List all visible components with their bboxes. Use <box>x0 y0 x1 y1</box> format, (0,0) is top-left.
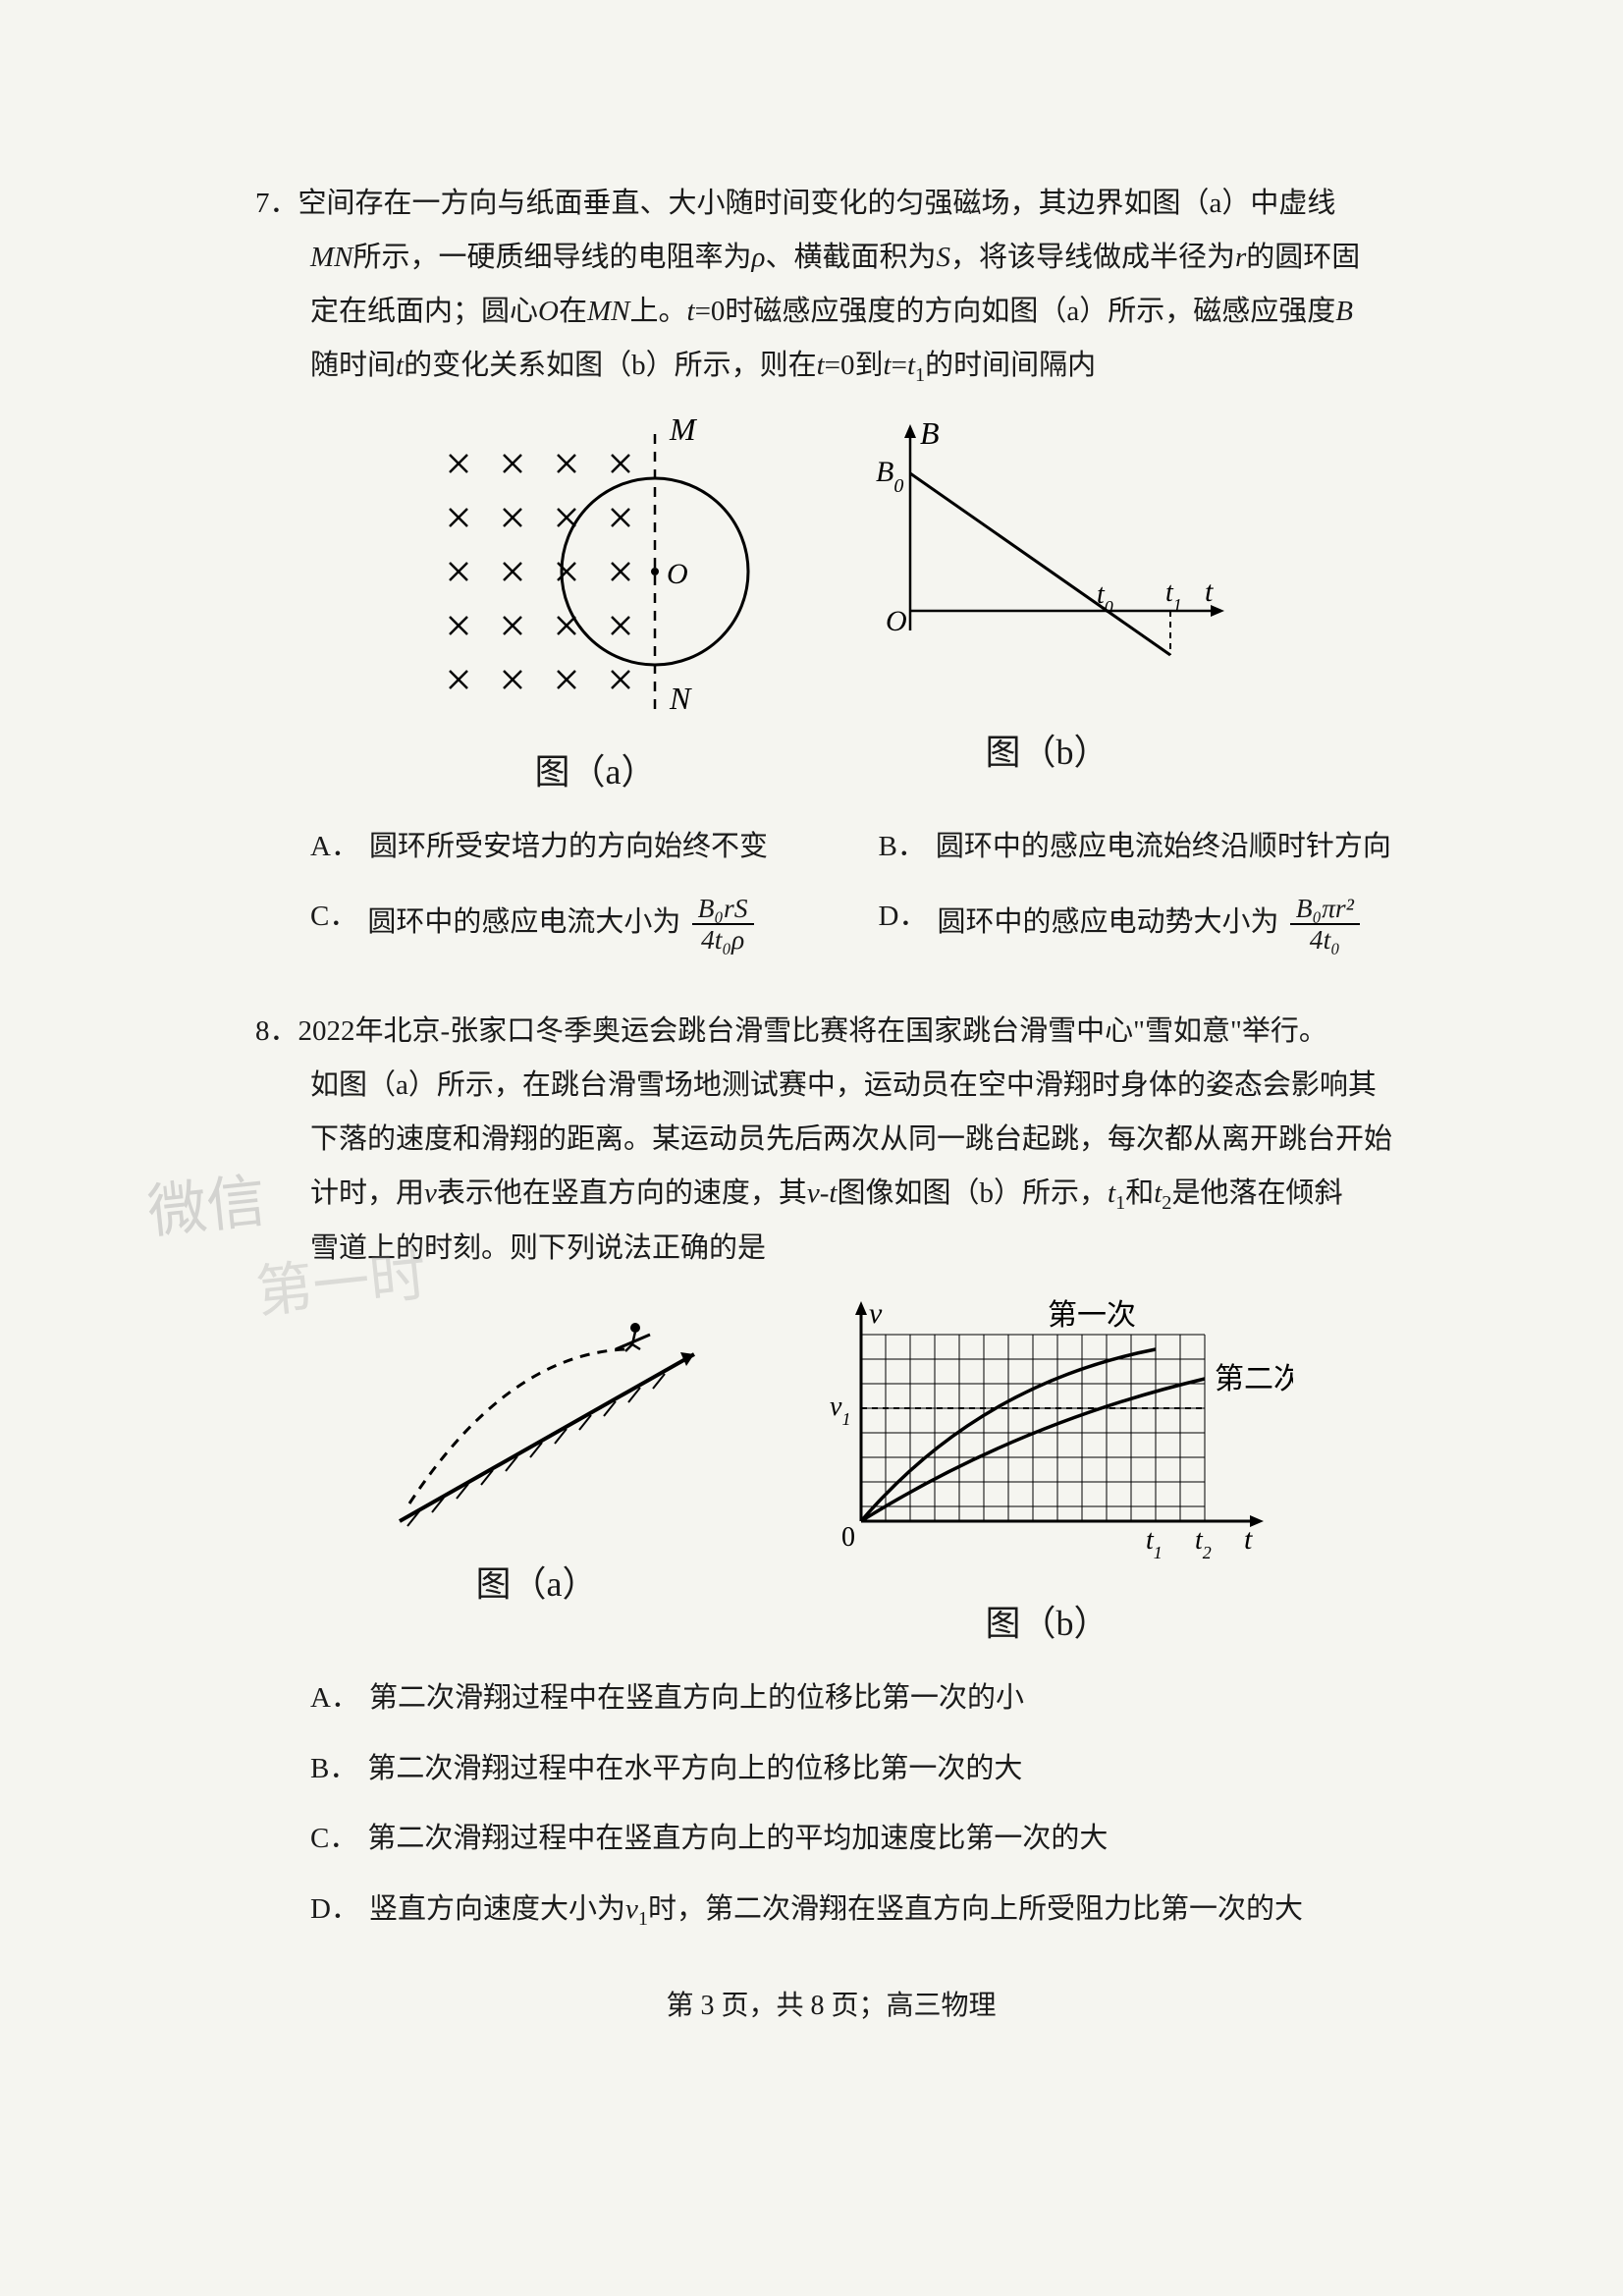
q8-option-b: B．第二次滑翔过程中在水平方向上的位移比第一次的大 <box>310 1746 1407 1791</box>
q8-fig-b-svg: v v1 0 t1 t2 t 第一次 第二次 <box>802 1295 1293 1580</box>
q8-options: A．第二次滑翔过程中在竖直方向上的位移比第一次的小 B．第二次滑翔过程中在水平方… <box>310 1675 1407 1934</box>
svg-text:t1: t1 <box>1146 1525 1163 1562</box>
q7-line3: 定在纸面内；圆心O在MN上。t=0时磁感应强度的方向如图（a）所示，磁感应强度B <box>310 285 1407 339</box>
q8-stem: 8．2022年北京-张家口冬季奥运会跳台滑雪比赛将在国家跳台滑雪中心"雪如意"举… <box>255 1005 1407 1277</box>
q8-line4: 计时，用v表示他在竖直方向的速度，其v-t图像如图（b）所示，t1和t2是他落在… <box>310 1167 1407 1222</box>
svg-text:v: v <box>869 1297 883 1330</box>
svg-text:B0: B0 <box>876 456 903 497</box>
watermark-icon: 微信 <box>143 1153 269 1250</box>
q8-line5: 雪道上的时刻。则下列说法正确的是 <box>310 1222 1407 1276</box>
q8-fig-b: v v1 0 t1 t2 t 第一次 第二次 图（b） <box>802 1295 1293 1646</box>
svg-text:O: O <box>667 558 688 590</box>
q7-fig-a-svg: M N O <box>429 414 763 729</box>
svg-text:M: M <box>669 414 698 447</box>
q7-stem: 7．空间存在一方向与纸面垂直、大小随时间变化的匀强磁场，其边界如图（a）中虚线 … <box>255 177 1407 395</box>
q7-options: A．圆环所受安培力的方向始终不变 B．圆环中的感应电流始终沿顺时针方向 C． 圆… <box>310 824 1407 956</box>
q8-fig-b-label: 图（b） <box>985 1595 1109 1646</box>
svg-text:t2: t2 <box>1195 1525 1212 1562</box>
q7-figures: M N O 图（a） B B0 O t0 t1 <box>255 414 1407 794</box>
q7-line4: 随时间t的变化关系如图（b）所示，则在t=0到t=t1的时间间隔内 <box>310 339 1407 394</box>
q8-line2: 如图（a）所示，在跳台滑雪场地测试赛中，运动员在空中滑翔时身体的姿态会影响其 <box>310 1059 1407 1113</box>
svg-text:N: N <box>669 681 692 716</box>
q7-option-d: D． 圆环中的感应电动势大小为 B₀πr²4t₀ <box>879 894 1408 956</box>
q8-fig-a: 图（a） <box>370 1295 704 1646</box>
svg-text:第一次: 第一次 <box>1048 1299 1136 1332</box>
q8-fig-a-label: 图（a） <box>476 1556 598 1607</box>
q7-number: 7． <box>255 188 298 219</box>
q8-fig-a-svg <box>370 1295 704 1541</box>
question-7: 7．空间存在一方向与纸面垂直、大小随时间变化的匀强磁场，其边界如图（a）中虚线 … <box>255 177 1407 956</box>
svg-text:v1: v1 <box>830 1392 850 1429</box>
q8-option-a: A．第二次滑翔过程中在竖直方向上的位移比第一次的小 <box>310 1675 1407 1721</box>
q8-option-c: C．第二次滑翔过程中在竖直方向上的平均加速度比第一次的大 <box>310 1816 1407 1861</box>
q7-option-c: C． 圆环中的感应电流大小为 B₀rS4t₀ρ <box>310 894 839 956</box>
q7-line2: MN所示，一硬质细导线的电阻率为ρ、横截面积为S，将该导线做成半径为r的圆环固 <box>310 231 1407 285</box>
q7-fig-b: B B0 O t0 t1 t 图（b） <box>861 414 1234 794</box>
q7-fig-b-label: 图（b） <box>985 724 1109 775</box>
q7-fig-b-svg: B B0 O t0 t1 t <box>861 414 1234 709</box>
svg-text:0: 0 <box>841 1522 855 1553</box>
question-8: 8．2022年北京-张家口冬季奥运会跳台滑雪比赛将在国家跳台滑雪中心"雪如意"举… <box>255 1005 1407 1935</box>
svg-text:t1: t1 <box>1165 577 1182 615</box>
q7-line1: 空间存在一方向与纸面垂直、大小随时间变化的匀强磁场，其边界如图（a）中虚线 <box>298 188 1336 219</box>
q7-fig-a-label: 图（a） <box>535 743 657 794</box>
q8-figures: 图（a） <box>255 1295 1407 1646</box>
svg-text:B: B <box>920 415 940 451</box>
page-footer: 第 3 页，共 8 页；高三物理 <box>255 1984 1407 2023</box>
q8-line3: 下落的速度和滑翔的距离。某运动员先后两次从同一跳台起跳，每次都从离开跳台开始 <box>310 1113 1407 1167</box>
q7-option-b: B．圆环中的感应电流始终沿顺时针方向 <box>879 824 1408 869</box>
q7-fig-a: M N O 图（a） <box>429 414 763 794</box>
svg-text:第二次: 第二次 <box>1215 1363 1293 1395</box>
q8-number: 8． <box>255 1015 298 1047</box>
q8-option-d: D．竖直方向速度大小为v1时，第二次滑翔在竖直方向上所受阻力比第一次的大 <box>310 1886 1407 1935</box>
svg-text:t: t <box>1244 1523 1253 1556</box>
svg-text:t: t <box>1205 575 1214 608</box>
svg-text:O: O <box>886 605 907 637</box>
q7-option-a: A．圆环所受安培力的方向始终不变 <box>310 824 839 869</box>
q8-line1: 2022年北京-张家口冬季奥运会跳台滑雪比赛将在国家跳台滑雪中心"雪如意"举行。 <box>298 1015 1327 1047</box>
